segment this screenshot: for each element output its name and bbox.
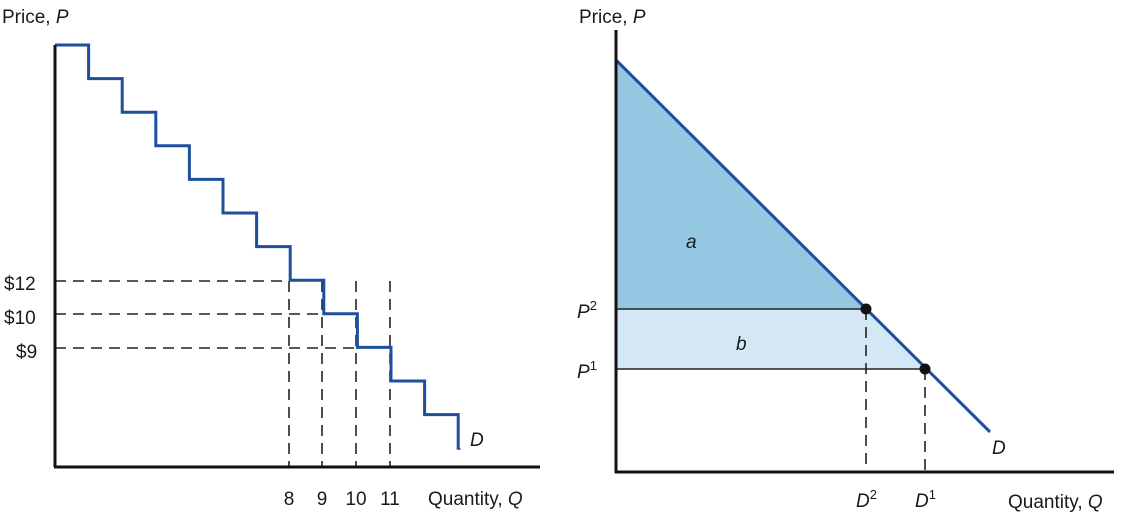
x-tick-8: 8 xyxy=(284,489,295,510)
left-y-axis-label: Price, P xyxy=(2,7,69,28)
point-p2 xyxy=(860,303,872,315)
x-tick-10: 10 xyxy=(345,489,366,510)
p2-label: P2 xyxy=(577,298,597,323)
right-y-axis-label: Price, P xyxy=(579,7,646,28)
d1-label: D1 xyxy=(915,487,936,512)
y-tick-10: $10 xyxy=(4,308,36,329)
area-b-label: b xyxy=(736,334,747,355)
y-tick-12: $12 xyxy=(4,274,36,295)
y-tick-9: $9 xyxy=(16,342,37,363)
step-demand-curve xyxy=(55,43,461,450)
x-tick-9: 9 xyxy=(317,489,328,510)
left-x-axis-label: Quantity, Q xyxy=(428,489,523,510)
left-guides xyxy=(55,280,391,467)
p1-label: P1 xyxy=(577,358,597,383)
right-curve-label: D xyxy=(992,438,1006,459)
right-x-axis-label: Quantity, Q xyxy=(1008,492,1103,513)
point-p1 xyxy=(919,363,931,375)
x-tick-11: 11 xyxy=(380,489,400,510)
area-b xyxy=(616,309,925,369)
d2-label: D2 xyxy=(856,487,877,512)
right-chart: Price, P Quantity, Q P2 P1 D2 D1 a b D xyxy=(577,7,1114,513)
left-chart: Price, P Quantity, Q $12 $10 $9 8 9 10 1… xyxy=(2,7,540,510)
left-curve-label: D xyxy=(470,430,484,451)
area-a-label: a xyxy=(686,232,697,253)
